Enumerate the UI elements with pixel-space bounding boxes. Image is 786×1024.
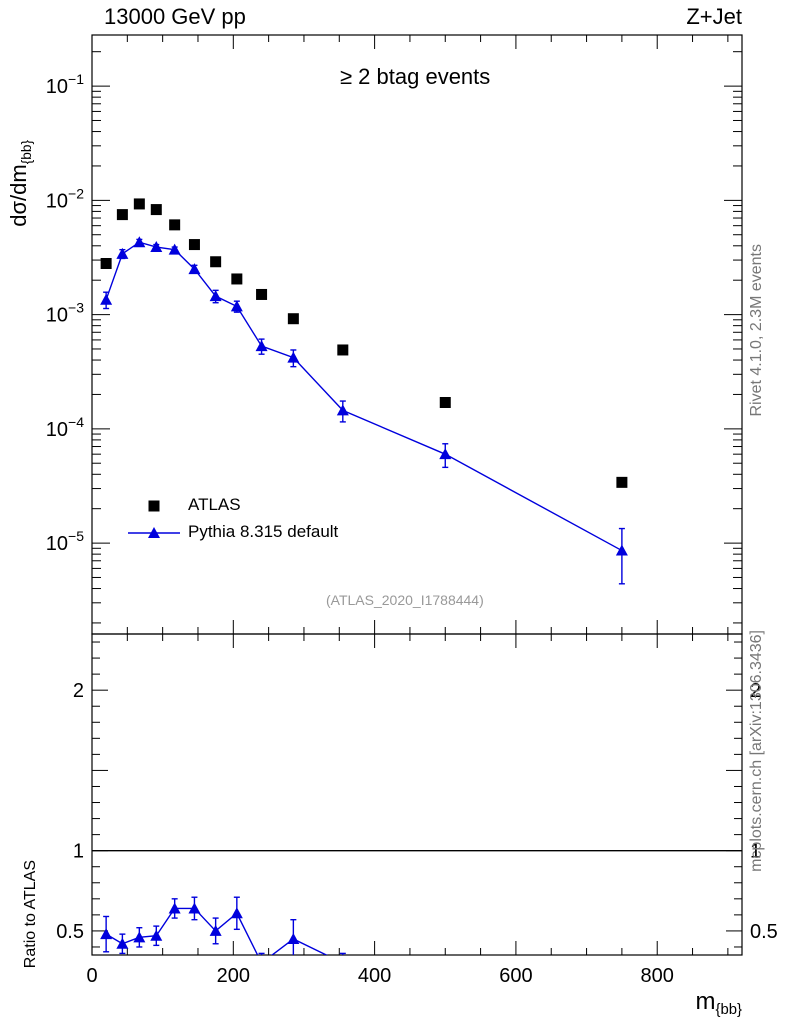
legend-marks xyxy=(128,500,180,538)
atlas-point xyxy=(231,273,243,285)
pythia-point xyxy=(150,241,163,253)
x-tick-label: 800 xyxy=(641,965,674,987)
ratio-point xyxy=(337,957,349,968)
ratio-y-tick-label-right: 1 xyxy=(750,841,761,863)
ratio-point xyxy=(287,932,300,944)
ratio-y-tick-label-right: 0.5 xyxy=(750,921,778,943)
ratio-series-clipped xyxy=(100,896,349,968)
y-tick-label: 10−4 xyxy=(46,414,84,441)
x-tick-label: 400 xyxy=(358,965,391,987)
pythia-point xyxy=(336,404,349,416)
atlas-point xyxy=(337,344,349,356)
legend-pythia-marker xyxy=(148,527,160,538)
ratio-point xyxy=(168,902,181,914)
atlas-point xyxy=(169,219,181,231)
legend-label-pythia: Pythia 8.315 default xyxy=(188,522,339,541)
ratio-point xyxy=(116,937,129,949)
ratio-point xyxy=(209,924,222,936)
pythia-series xyxy=(100,236,628,585)
ratio-plot-frame xyxy=(91,633,743,956)
pythia-point xyxy=(255,340,268,352)
atlas-point xyxy=(210,256,222,268)
pythia-point xyxy=(133,236,146,248)
x-tick-label: 600 xyxy=(499,965,532,987)
pythia-point xyxy=(116,247,129,259)
ratio-y-tick-label: 0.5 xyxy=(56,921,84,943)
atlas-point xyxy=(256,288,268,300)
mcplots-credit-text: mcplots.cern.ch [arXiv:1306.3436] xyxy=(748,630,765,872)
legend-atlas-marker xyxy=(148,500,160,512)
pythia-point xyxy=(287,351,300,363)
pythia-point xyxy=(100,293,113,305)
x-axis-label-sub: {bb} xyxy=(715,1002,742,1019)
header-left-title: 13000 GeV pp xyxy=(104,4,246,29)
ratio-point xyxy=(100,928,113,940)
pythia-point xyxy=(168,243,181,255)
pythia-point xyxy=(209,290,222,302)
ratio-y-tick-label: 1 xyxy=(73,841,84,863)
atlas-point xyxy=(287,313,299,325)
ratio-y-axis-label: Ratio to ATLAS xyxy=(22,860,39,969)
atlas-point xyxy=(133,198,145,210)
main-y-axis-label-sub: {bb} xyxy=(18,140,34,165)
pythia-line xyxy=(105,241,623,552)
y-tick-label: 10−3 xyxy=(46,300,84,327)
atlas-point xyxy=(439,396,451,408)
x-axis-label: m{bb} xyxy=(696,988,742,1018)
pythia-point xyxy=(188,263,201,275)
ratio-point xyxy=(188,902,201,914)
plot-subtitle: ≥ 2 btag events xyxy=(340,64,491,89)
tick-labels: 0 200 400 600 800 10−1 10−2 10−3 10−4 10−5 0.5 0.5 1… xyxy=(46,71,778,987)
analysis-id: (ATLAS_2020_I1788444) xyxy=(326,592,484,608)
legend-label-atlas: ATLAS xyxy=(188,495,241,514)
ratio-point xyxy=(256,957,268,968)
atlas-point xyxy=(616,476,628,488)
x-axis-label-main: m xyxy=(695,988,716,1015)
header-right-title: Z+Jet xyxy=(686,4,742,29)
ratio-series xyxy=(100,896,349,968)
y-tick-label: 10−1 xyxy=(46,71,84,98)
main-y-axis-label: dσ/dm{bb} xyxy=(6,140,34,227)
main-plot-frame xyxy=(91,34,743,635)
x-tick-label: 0 xyxy=(86,965,97,987)
ratio-point xyxy=(133,931,146,943)
x-tick-label: 200 xyxy=(217,965,250,987)
main-y-axis-label-main: dσ/dm xyxy=(6,164,31,227)
rivet-version-text: Rivet 4.1.0, 2.3M events xyxy=(748,244,765,417)
atlas-point xyxy=(116,209,128,221)
ratio-y-tick-label-right: 2 xyxy=(750,680,761,702)
ratio-point xyxy=(230,907,243,919)
atlas-point xyxy=(188,239,200,251)
atlas-point xyxy=(150,204,162,216)
y-tick-label: 10−2 xyxy=(46,185,84,212)
atlas-point xyxy=(100,257,112,269)
axis-ticks xyxy=(91,35,742,955)
y-tick-label: 10−5 xyxy=(46,528,84,555)
ratio-point xyxy=(150,929,163,941)
atlas-series xyxy=(100,198,628,488)
ratio-y-tick-label: 2 xyxy=(73,680,84,702)
pythia-point xyxy=(615,544,628,556)
pythia-point xyxy=(230,300,243,312)
pythia-point xyxy=(439,448,452,460)
